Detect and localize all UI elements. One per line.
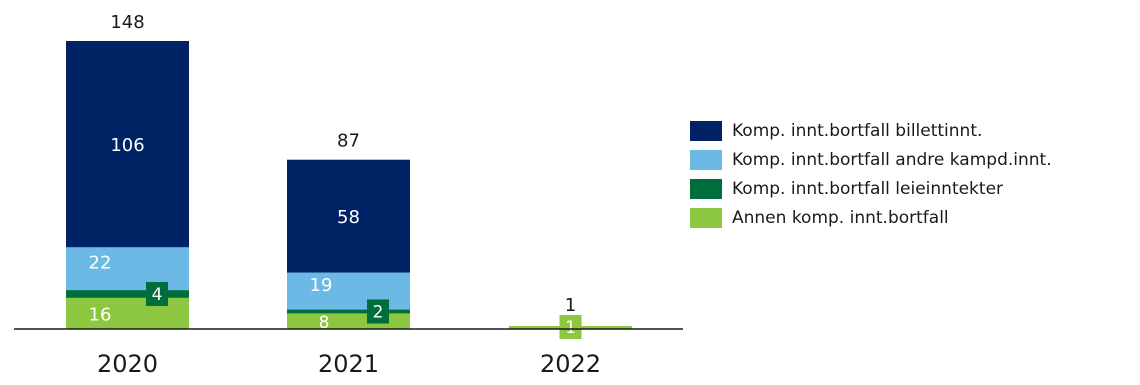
legend-label: Komp. innt.bortfall billettinnt. bbox=[732, 120, 983, 141]
bar-segment-2020-2 bbox=[66, 290, 189, 298]
legend-item: Komp. innt.bortfall leieinntekter bbox=[690, 174, 1052, 203]
legend-swatch bbox=[690, 149, 722, 170]
bar-segment-2020-3 bbox=[66, 247, 189, 291]
legend-swatch bbox=[690, 178, 722, 199]
legend-label: Annen komp. innt.bortfall bbox=[732, 207, 949, 228]
bar-segment-2020-4 bbox=[66, 41, 189, 248]
legend-label: Komp. innt.bortfall andre kampd.innt. bbox=[732, 149, 1052, 170]
legend-swatch bbox=[690, 120, 722, 141]
label-box-2021-leie bbox=[367, 299, 389, 324]
label-box-2022-annen bbox=[559, 315, 582, 339]
bar-segment-2021-4 bbox=[287, 159, 410, 273]
legend-swatch bbox=[690, 207, 722, 228]
legend: Komp. innt.bortfall billettinnt. Komp. in… bbox=[690, 116, 1052, 232]
bar-segment-2021-3 bbox=[287, 272, 410, 310]
x-tick-label-2021: 2021 bbox=[318, 350, 379, 378]
value-label-2020-leie: 4 bbox=[152, 285, 163, 305]
bar-segment-2020-1 bbox=[66, 297, 189, 329]
value-label-2022-annen: 1 bbox=[565, 318, 576, 338]
value-label-2020-1: 16 bbox=[89, 304, 112, 325]
x-tick-label-2020: 2020 bbox=[97, 350, 158, 378]
legend-item: Komp. innt.bortfall billettinnt. bbox=[690, 116, 1052, 145]
total-label-2020: 148 bbox=[110, 12, 144, 33]
legend-label: Komp. innt.bortfall leieinntekter bbox=[732, 178, 1004, 199]
total-label-2021: 87 bbox=[337, 131, 360, 152]
value-label-2020-4: 106 bbox=[110, 135, 144, 156]
legend-item: Annen komp. innt.bortfall bbox=[690, 203, 1052, 232]
value-label-2020-3: 22 bbox=[89, 253, 112, 274]
total-label-2022: 1 bbox=[565, 295, 576, 316]
value-label-2021-3: 19 bbox=[310, 275, 333, 296]
x-tick-label-2022: 2022 bbox=[540, 350, 601, 378]
label-box-2020-leie bbox=[146, 281, 168, 306]
bars-group bbox=[66, 41, 632, 339]
legend-item: Komp. innt.bortfall andre kampd.innt. bbox=[690, 145, 1052, 174]
value-label-2021-annen: 8 bbox=[319, 313, 330, 333]
bar-segment-2021-1 bbox=[287, 313, 410, 329]
value-label-2021-leie: 2 bbox=[373, 302, 384, 322]
value-label-2021-4: 58 bbox=[337, 207, 360, 228]
bar-segment-2021-2 bbox=[287, 309, 410, 314]
